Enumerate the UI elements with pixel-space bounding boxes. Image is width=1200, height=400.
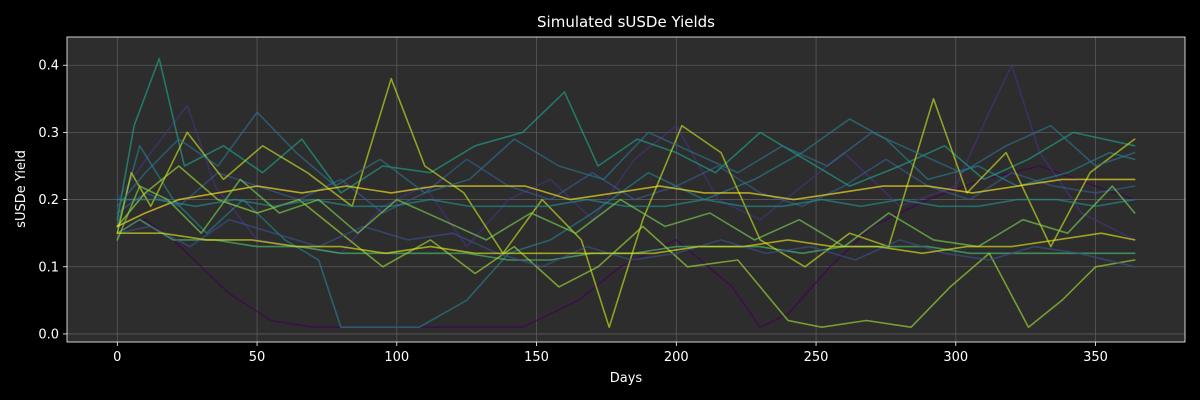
x-tick-label: 0 — [113, 350, 121, 365]
series-line-3 — [116, 158, 1136, 214]
chart-title: Simulated sUSDe Yields — [537, 13, 715, 31]
x-tick-label: 150 — [524, 350, 549, 365]
x-tick-label: 50 — [249, 350, 266, 365]
y-tick-label: 0.2 — [38, 193, 59, 208]
series-line-1 — [116, 165, 1136, 328]
x-axis-label: Days — [610, 371, 643, 386]
y-axis-ticks: 0.0 0.1 0.2 0.3 0.4 — [38, 59, 67, 342]
x-axis-ticks: 0 50 100 150 200 250 300 350 — [113, 342, 1108, 365]
y-tick-label: 0.1 — [38, 260, 59, 275]
y-tick-label: 0.4 — [38, 59, 59, 74]
series-line-14 — [116, 232, 1136, 255]
series-line-13 — [116, 178, 1136, 248]
series-line-9 — [116, 178, 1136, 228]
x-tick-label: 100 — [384, 350, 409, 365]
series-layer — [116, 57, 1136, 328]
x-tick-label: 350 — [1083, 350, 1108, 365]
series-line-12 — [116, 198, 1136, 208]
x-tick-label: 250 — [804, 350, 829, 365]
y-tick-label: 0.0 — [38, 327, 59, 342]
axes-frame — [66, 36, 1186, 343]
series-line-8 — [116, 77, 1136, 328]
x-tick-label: 300 — [943, 350, 968, 365]
y-tick-label: 0.3 — [38, 126, 59, 141]
series-line-11 — [116, 111, 1136, 208]
y-axis-label: sUSDe Yield — [14, 150, 29, 228]
x-tick-label: 200 — [664, 350, 689, 365]
